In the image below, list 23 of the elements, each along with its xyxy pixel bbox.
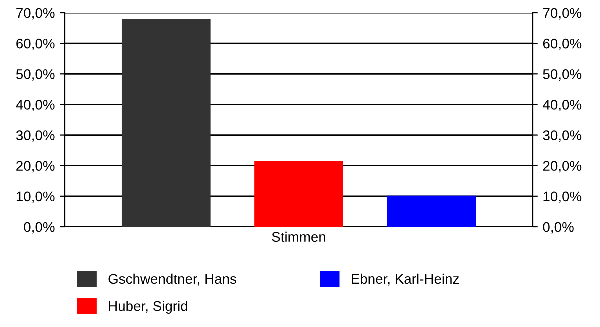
text: 20,0%	[543, 161, 582, 173]
text: 60,0%	[543, 38, 582, 50]
y-tick-label: 60,0%	[16, 38, 55, 50]
y-tick-label: 40,0%	[16, 100, 55, 112]
text: 30,0%	[543, 130, 582, 142]
bar	[254, 160, 344, 227]
bar	[387, 196, 476, 227]
text: 70,0%	[543, 8, 582, 20]
legend-label: Huber, Sigrid	[109, 301, 188, 314]
y-tick-label: 70,0%	[16, 8, 55, 20]
y-tick-label: 30,0%	[16, 130, 55, 142]
bar	[122, 19, 211, 227]
y-tick-label: 10,0%	[16, 192, 55, 204]
x-tick-label: Stimmen	[272, 232, 326, 242]
y-tick-label: 20,0%	[16, 161, 55, 173]
text: 0,0%	[543, 222, 574, 234]
text: 10,0%	[544, 192, 582, 204]
text: 40,0%	[543, 100, 582, 112]
text: 50,0%	[543, 69, 582, 81]
legend-label: Ebner, Karl-Heinz	[352, 274, 460, 286]
y-tick-label: 0,0%	[24, 222, 55, 234]
legend-label: Gschwendtner, Hans	[108, 274, 236, 286]
y-tick-label: 50,0%	[16, 69, 55, 81]
